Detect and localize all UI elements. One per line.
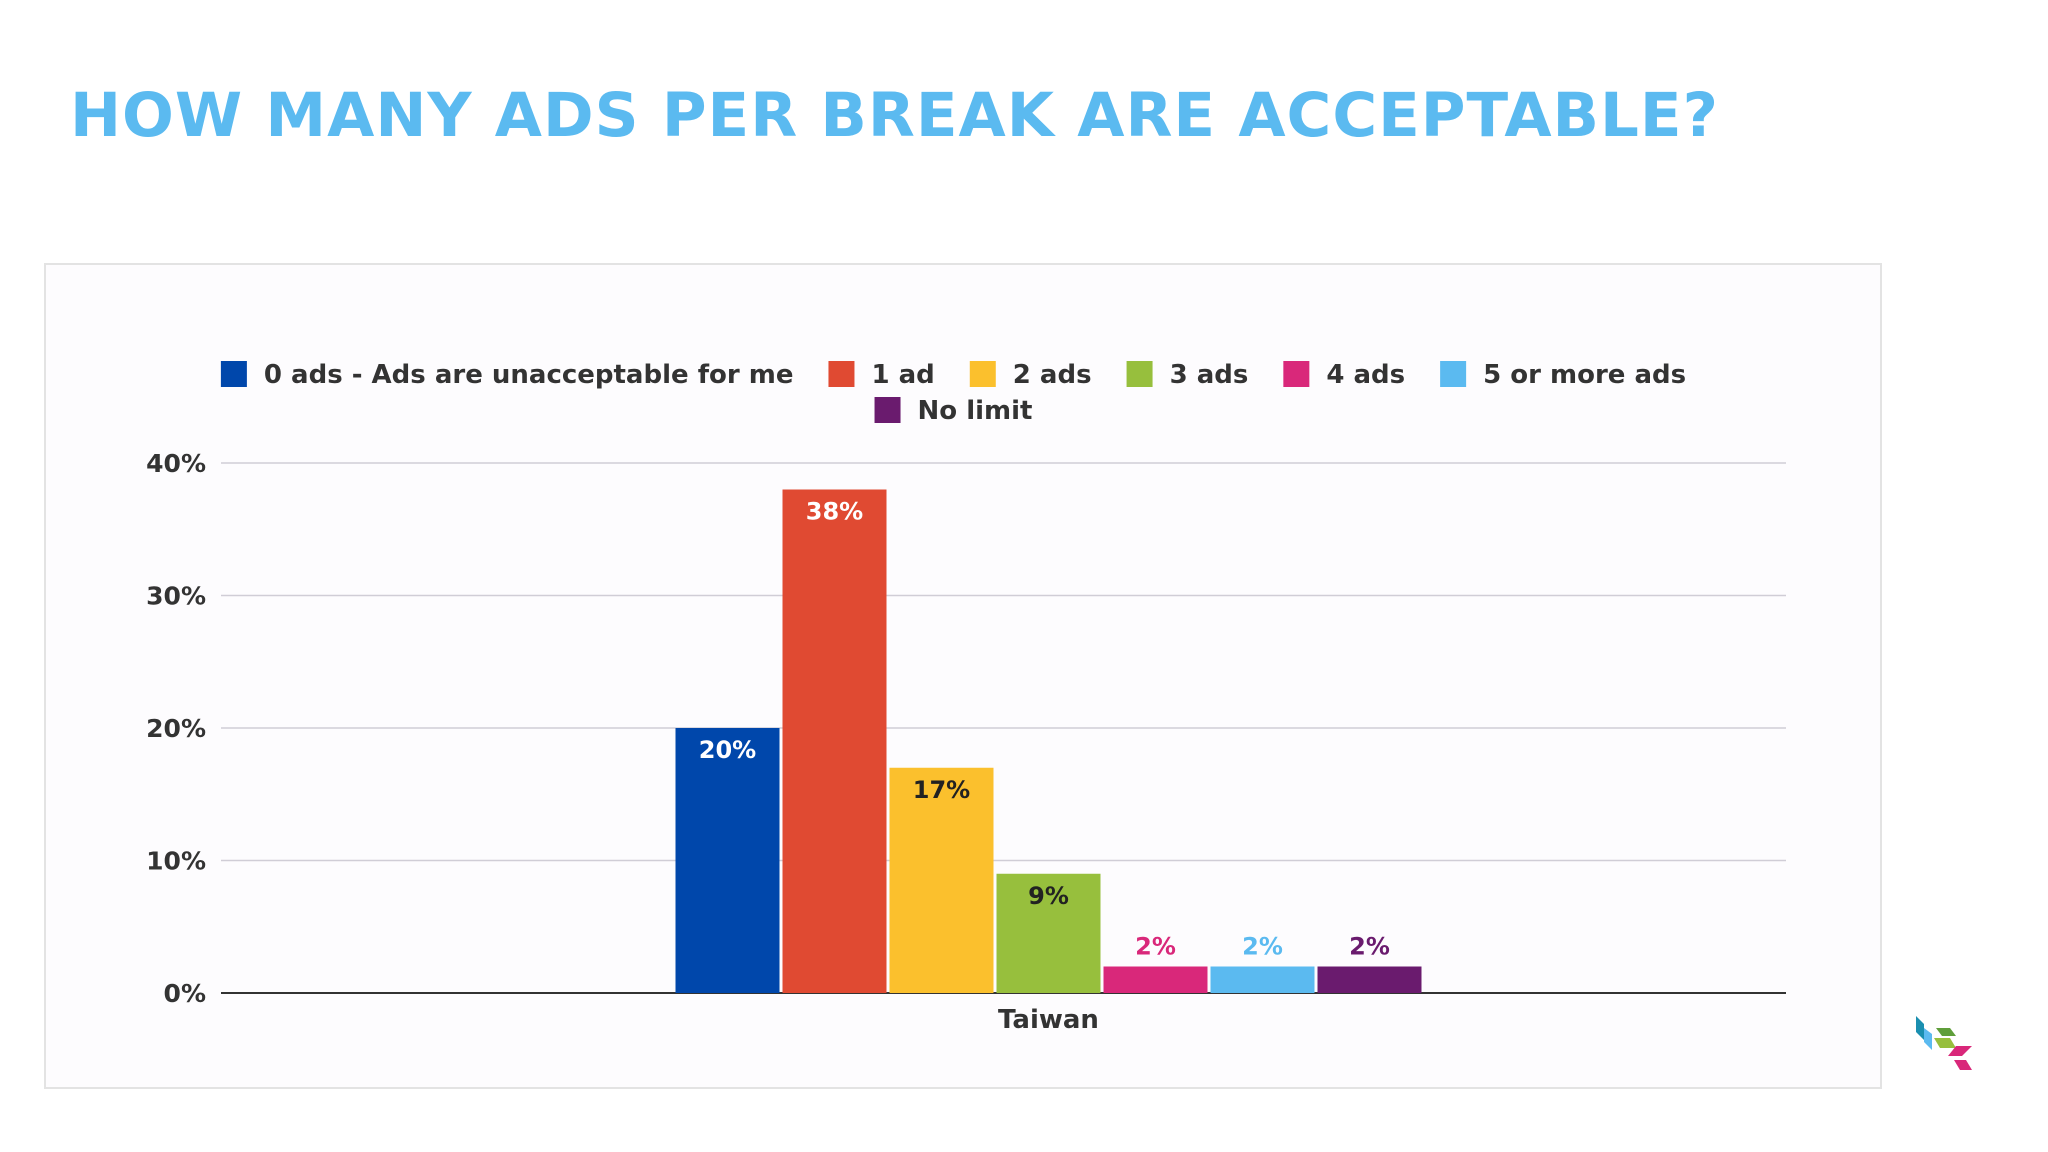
legend-item: 4 ads xyxy=(1283,360,1405,390)
legend-label: 0 ads - Ads are unacceptable for me xyxy=(264,360,794,390)
legend-label: 5 or more ads xyxy=(1483,360,1686,390)
y-tick-label: 30% xyxy=(146,582,206,611)
logo-shape-green-top xyxy=(1936,1028,1956,1036)
chart-container: 0 ads - Ads are unacceptable for me 1 ad 2… xyxy=(44,263,1882,1089)
chart-legend: 0 ads - Ads are unacceptable for me 1 ad 2… xyxy=(220,360,1686,426)
bar xyxy=(1210,966,1315,993)
legend-item: 0 ads - Ads are unacceptable for me xyxy=(220,360,794,390)
bar xyxy=(1317,966,1422,993)
bar xyxy=(1103,966,1208,993)
legend-label: 4 ads xyxy=(1326,360,1405,390)
x-tick-label: Taiwan xyxy=(998,1005,1099,1035)
legend-swatch xyxy=(1440,361,1467,387)
slide-title: HOW MANY ADS PER BREAK ARE ACCEPTABLE? xyxy=(70,80,1719,151)
bar xyxy=(782,489,887,993)
logo-shape-teal xyxy=(1916,1016,1924,1040)
legend-swatch xyxy=(1126,361,1153,387)
logo-shape-pink-top xyxy=(1948,1046,1972,1056)
x-axis: Taiwan xyxy=(998,1005,1099,1035)
legend-swatch xyxy=(1283,361,1310,387)
legend-label: 1 ad xyxy=(871,360,934,390)
logo-shape-pink xyxy=(1954,1060,1972,1070)
y-tick-label: 0% xyxy=(164,979,206,1008)
data-label: 2% xyxy=(1242,933,1283,961)
bar-chart: 0 ads - Ads are unacceptable for me 1 ad 2… xyxy=(146,360,1786,1035)
data-labels: 20% 38% 17% 9% 2% 2% 2% xyxy=(699,498,1390,961)
data-label: 20% xyxy=(699,736,756,764)
data-label: 38% xyxy=(806,498,863,526)
legend-label: No limit xyxy=(918,396,1033,426)
y-tick-label: 20% xyxy=(146,714,206,743)
legend-swatch xyxy=(969,361,996,387)
company-logo xyxy=(1916,1016,1972,1070)
legend-label: 2 ads xyxy=(1013,360,1092,390)
legend-label: 3 ads xyxy=(1170,360,1249,390)
legend-item: 5 or more ads xyxy=(1440,360,1686,390)
bar xyxy=(675,728,780,993)
data-label: 9% xyxy=(1028,882,1069,910)
logo-shape-green xyxy=(1934,1038,1956,1048)
legend-swatch xyxy=(828,361,855,387)
legend-item: 1 ad xyxy=(828,360,935,390)
y-tick-label: 40% xyxy=(146,449,206,478)
legend-item: 2 ads xyxy=(969,360,1092,390)
bar xyxy=(996,873,1101,993)
data-label: 2% xyxy=(1349,933,1390,961)
legend-swatch xyxy=(220,361,247,387)
legend-item: No limit xyxy=(874,396,1033,426)
bar xyxy=(889,767,994,993)
y-axis: 0% 10% 20% 30% 40% xyxy=(146,449,206,1008)
legend-item: 3 ads xyxy=(1126,360,1249,390)
bars xyxy=(675,489,1422,993)
legend-swatch xyxy=(874,397,901,423)
y-tick-label: 10% xyxy=(146,847,206,876)
data-label: 2% xyxy=(1135,933,1176,961)
logo-shape-blue xyxy=(1924,1028,1932,1050)
data-label: 17% xyxy=(913,776,970,804)
